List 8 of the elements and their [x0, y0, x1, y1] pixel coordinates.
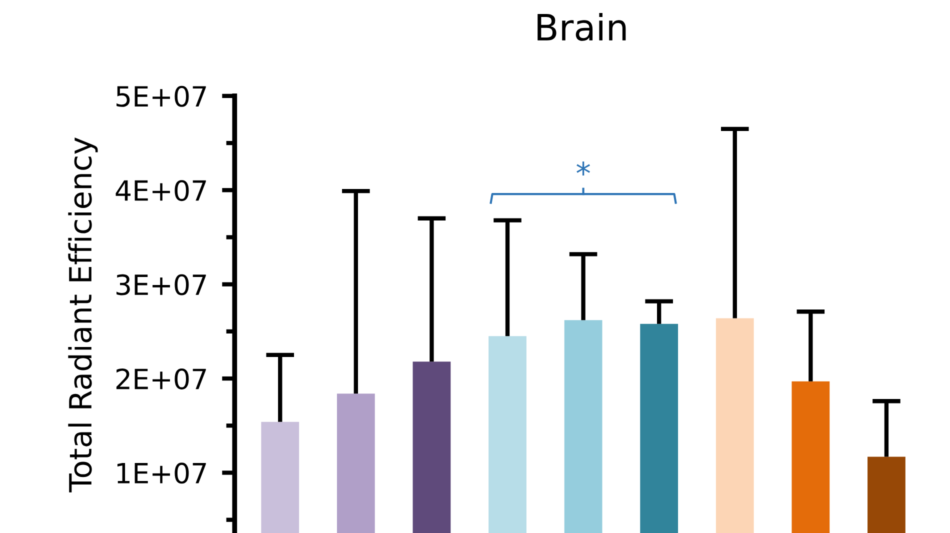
y-tick-label: 2E+07	[116, 368, 206, 390]
y-axis-title: Total Radiant Efficiency	[68, 138, 98, 492]
y-tick-label: 5E+07	[116, 86, 206, 107]
y-tick-label: 4E+07	[116, 180, 206, 202]
y-tick-label: 3E+07	[116, 274, 206, 296]
y-tick-label: 1E+07	[117, 462, 206, 484]
annotation: *	[576, 162, 590, 176]
chart-title: Brain	[538, 12, 626, 41]
